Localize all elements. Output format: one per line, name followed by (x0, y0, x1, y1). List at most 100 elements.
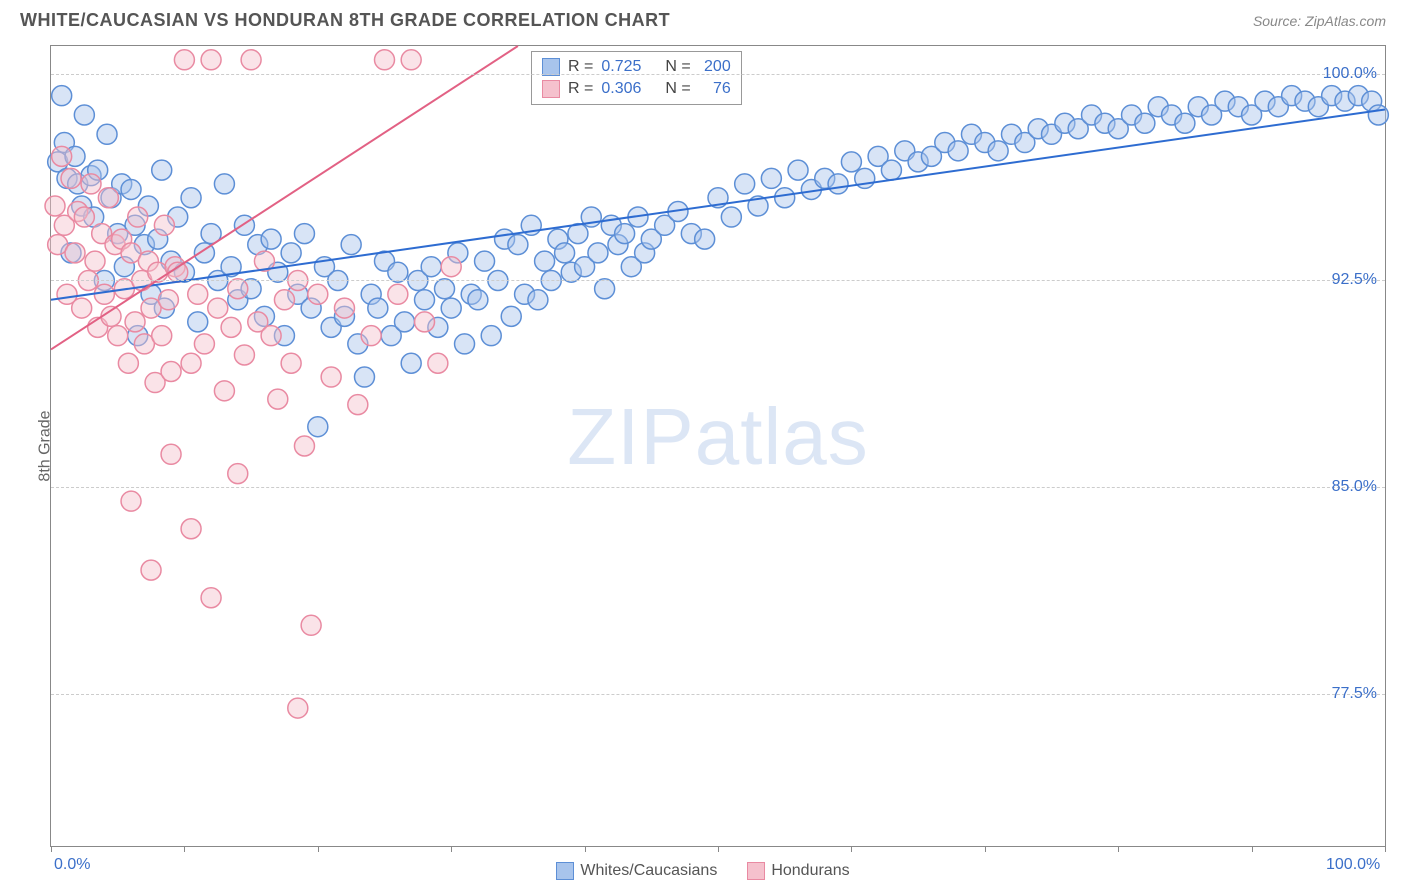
scatter-point (881, 160, 901, 180)
scatter-point (45, 196, 65, 216)
scatter-point (988, 141, 1008, 161)
stats-r-value: 0.306 (601, 80, 641, 98)
x-tick (585, 846, 586, 852)
scatter-point (615, 224, 635, 244)
scatter-point (481, 326, 501, 346)
scatter-point (388, 262, 408, 282)
scatter-point (121, 179, 141, 199)
scatter-point (528, 290, 548, 310)
scatter-point (228, 279, 248, 299)
scatter-point (301, 615, 321, 635)
scatter-point (475, 251, 495, 271)
stats-r-label: R = (568, 80, 593, 98)
scatter-point (555, 243, 575, 263)
scatter-point (268, 389, 288, 409)
scatter-point (161, 444, 181, 464)
legend-swatch (747, 862, 765, 880)
scatter-point (775, 188, 795, 208)
scatter-point (1135, 113, 1155, 133)
scatter-point (128, 207, 148, 227)
legend-item: Whites/Caucasians (556, 862, 717, 880)
scatter-point (72, 298, 92, 318)
scatter-point (441, 257, 461, 277)
scatter-point (158, 290, 178, 310)
scatter-point (828, 174, 848, 194)
scatter-point (588, 243, 608, 263)
scatter-point (368, 298, 388, 318)
scatter-point (1175, 113, 1195, 133)
scatter-point (74, 207, 94, 227)
chart-area: ZIPatlas R = 0.725 N = 200 R = 0.306 N =… (50, 45, 1386, 847)
gridline (51, 74, 1385, 75)
scatter-point (201, 588, 221, 608)
scatter-point (401, 50, 421, 70)
scatter-point (348, 395, 368, 415)
scatter-point (595, 279, 615, 299)
scatter-point (241, 50, 261, 70)
scatter-point (261, 326, 281, 346)
scatter-point (721, 207, 741, 227)
scatter-point (174, 50, 194, 70)
gridline (51, 694, 1385, 695)
scatter-point (85, 251, 105, 271)
x-tick (1252, 846, 1253, 852)
stats-row: R = 0.306 N = 76 (542, 78, 731, 100)
header: WHITE/CAUCASIAN VS HONDURAN 8TH GRADE CO… (20, 10, 1386, 31)
scatter-point (201, 50, 221, 70)
scatter-point (294, 224, 314, 244)
x-tick (985, 846, 986, 852)
scatter-point (395, 312, 415, 332)
scatter-point (948, 141, 968, 161)
scatter-point (81, 174, 101, 194)
scatter-point (141, 560, 161, 580)
scatter-point (354, 367, 374, 387)
scatter-point (108, 326, 128, 346)
stats-n-value: 76 (699, 80, 731, 98)
scatter-point (695, 229, 715, 249)
stats-n-label: N = (665, 80, 690, 98)
scatter-point (94, 284, 114, 304)
scatter-point (361, 326, 381, 346)
y-tick-label: 92.5% (1332, 271, 1377, 289)
scatter-point (274, 290, 294, 310)
legend-bottom: Whites/Caucasians Hondurans (0, 862, 1406, 880)
stats-row: R = 0.725 N = 200 (542, 56, 731, 78)
scatter-point (214, 381, 234, 401)
scatter-point (415, 290, 435, 310)
scatter-point (52, 146, 72, 166)
x-tick-label: 100.0% (1326, 856, 1380, 874)
scatter-point (735, 174, 755, 194)
stats-swatch (542, 80, 560, 98)
scatter-point (294, 436, 314, 456)
x-tick (318, 846, 319, 852)
scatter-point (208, 298, 228, 318)
scatter-point (535, 251, 555, 271)
scatter-point (194, 334, 214, 354)
scatter-point (221, 317, 241, 337)
scatter-point (308, 284, 328, 304)
x-tick (718, 846, 719, 852)
scatter-point (281, 353, 301, 373)
scatter-point (1368, 105, 1388, 125)
scatter-point (761, 168, 781, 188)
scatter-point (97, 124, 117, 144)
scatter-point (214, 174, 234, 194)
scatter-point (321, 367, 341, 387)
legend-label: Whites/Caucasians (580, 862, 717, 880)
scatter-point (281, 243, 301, 263)
scatter-point (161, 362, 181, 382)
scatter-point (188, 312, 208, 332)
scatter-point (61, 168, 81, 188)
scatter-point (788, 160, 808, 180)
x-tick (184, 846, 185, 852)
scatter-point (181, 353, 201, 373)
scatter-point (65, 243, 85, 263)
scatter-point (501, 306, 521, 326)
x-tick (851, 846, 852, 852)
scatter-point (401, 353, 421, 373)
scatter-point (154, 215, 174, 235)
scatter-point (152, 160, 172, 180)
source-label: Source: ZipAtlas.com (1253, 13, 1386, 29)
x-tick (451, 846, 452, 852)
stats-box: R = 0.725 N = 200 R = 0.306 N = 76 (531, 51, 742, 105)
